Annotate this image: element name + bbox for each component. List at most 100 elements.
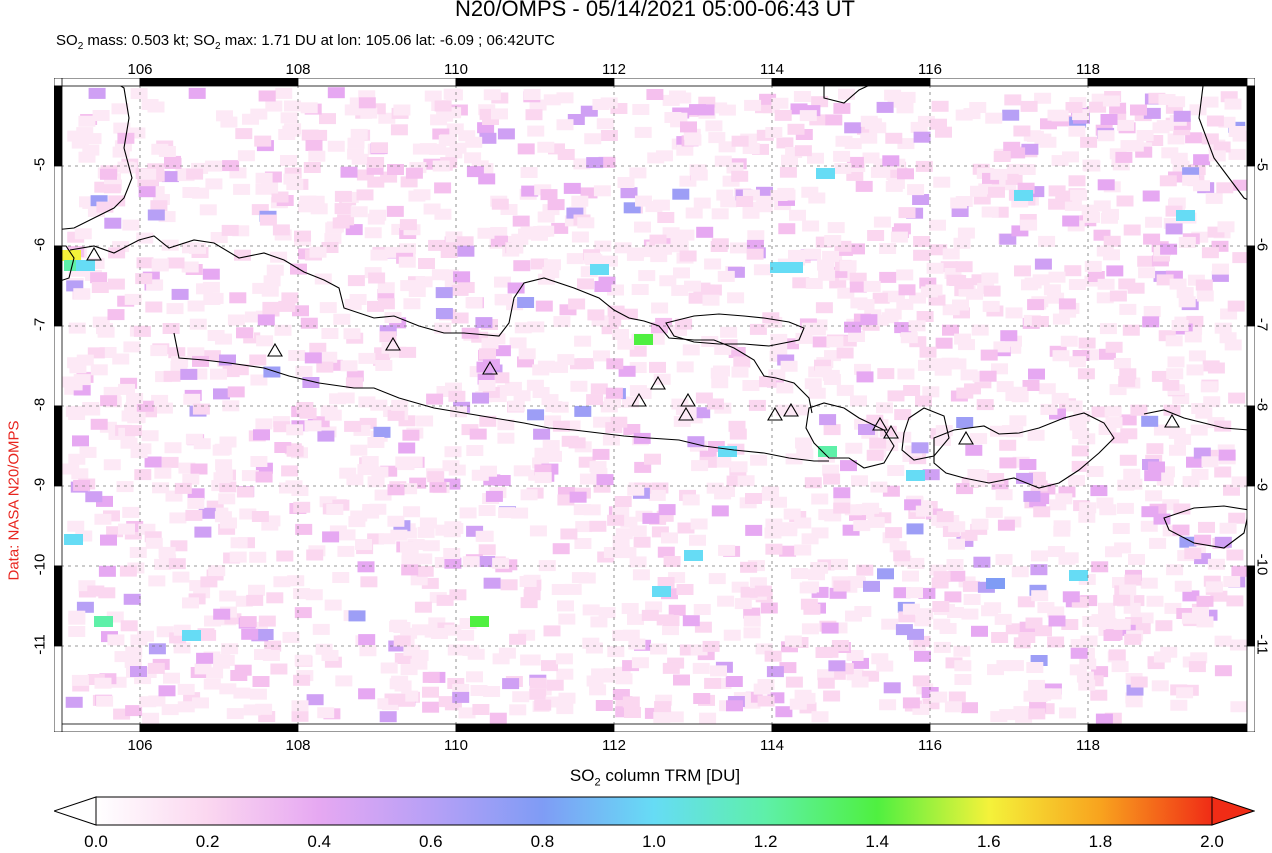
so2-pixel <box>670 237 688 249</box>
so2-pixel <box>553 316 571 328</box>
so2-pixel <box>746 239 764 251</box>
so2-pixel <box>629 167 647 179</box>
so2-pixel <box>668 604 686 616</box>
so2-pixel <box>580 187 598 199</box>
so2-pixel <box>898 91 916 103</box>
so2-pixel <box>885 180 903 192</box>
so2-pixel <box>359 645 377 657</box>
so2-pixel <box>1058 298 1076 310</box>
so2-pixel <box>529 677 547 689</box>
so2-pixel <box>332 572 350 583</box>
so2-pixel <box>645 601 663 613</box>
so2-pixel <box>100 395 118 407</box>
so2-pixel <box>1080 635 1098 647</box>
so2-pixel <box>177 701 195 713</box>
so2-pixel <box>987 473 1005 484</box>
so2-pixel <box>922 469 940 481</box>
so2-pixel-high <box>1014 190 1033 201</box>
so2-pixel <box>172 571 190 583</box>
so2-pixel <box>590 616 608 628</box>
so2-pixel <box>999 709 1017 721</box>
so2-pixel <box>525 109 543 121</box>
so2-pixel <box>444 107 462 119</box>
so2-pixel <box>243 704 261 716</box>
so2-pixel <box>393 635 411 647</box>
so2-pixel <box>634 461 652 473</box>
so2-pixel <box>282 631 300 643</box>
so2-pixel <box>1033 506 1051 518</box>
so2-pixel <box>371 142 388 154</box>
so2-pixel <box>695 392 713 404</box>
so2-pixel <box>844 138 862 150</box>
so2-pixel <box>485 490 503 502</box>
so2-pixel <box>219 590 237 602</box>
so2-pixel <box>589 520 607 532</box>
so2-pixel <box>633 432 651 444</box>
so2-pixel <box>906 587 923 599</box>
so2-pixel <box>513 465 531 477</box>
so2-pixel <box>1191 468 1209 480</box>
so2-pixel <box>948 570 966 582</box>
so2-pixel <box>1207 226 1225 238</box>
so2-pixel <box>402 429 420 441</box>
so2-pixel <box>653 711 671 723</box>
so2-pixel <box>1024 277 1042 289</box>
so2-pixel <box>1028 679 1046 691</box>
so2-pixel <box>475 530 493 542</box>
so2-pixel <box>833 102 851 114</box>
so2-pixel <box>831 558 848 570</box>
so2-pixel <box>942 304 960 316</box>
so2-pixel <box>360 576 378 588</box>
so2-pixel-layer <box>62 87 1250 725</box>
so2-pixel <box>1116 502 1134 514</box>
so2-pixel <box>182 473 200 485</box>
so2-pixel <box>142 712 160 724</box>
so2-pixel <box>96 495 113 507</box>
so2-pixel <box>683 128 701 140</box>
so2-pixel <box>166 303 184 315</box>
so2-pixel <box>1055 190 1073 202</box>
so2-pixel <box>573 158 591 170</box>
so2-pixel <box>343 328 361 340</box>
so2-pixel <box>1104 712 1122 724</box>
so2-pixel <box>682 344 700 356</box>
so2-pixel <box>855 504 873 516</box>
so2-pixel <box>1158 466 1175 478</box>
so2-pixel <box>1188 350 1206 362</box>
so2-pixel <box>877 568 894 580</box>
so2-pixel <box>557 487 575 498</box>
so2-pixel <box>1003 141 1021 153</box>
so2-pixel <box>819 414 837 426</box>
so2-pixel <box>663 556 681 567</box>
so2-pixel <box>755 643 773 655</box>
so2-pixel <box>317 430 335 442</box>
so2-pixel <box>1136 612 1154 624</box>
so2-pixel <box>850 395 867 407</box>
so2-pixel <box>1027 299 1045 311</box>
so2-pixel <box>1123 468 1141 480</box>
so2-pixel <box>227 386 245 398</box>
so2-pixel <box>444 624 462 636</box>
so2-pixel <box>785 147 803 158</box>
so2-pixel <box>196 283 213 295</box>
so2-pixel <box>109 676 127 688</box>
so2-pixel <box>834 162 852 174</box>
so2-pixel <box>753 264 771 276</box>
so2-pixel <box>605 387 623 399</box>
so2-pixel <box>265 100 283 112</box>
so2-pixel <box>623 202 641 214</box>
so2-pixel <box>264 171 282 183</box>
so2-pixel <box>612 629 630 641</box>
so2-pixel <box>1146 595 1164 607</box>
so2-pixel <box>809 114 827 126</box>
so2-pixel <box>334 203 352 215</box>
so2-pixel <box>94 181 112 193</box>
so2-pixel <box>729 428 747 440</box>
so2-pixel <box>1144 470 1162 482</box>
so2-pixel <box>273 576 291 588</box>
so2-pixel <box>244 311 262 323</box>
lat-tick-left: -10 <box>31 553 49 576</box>
so2-pixel <box>879 243 897 254</box>
so2-pixel <box>568 298 586 310</box>
so2-pixel <box>534 447 552 459</box>
